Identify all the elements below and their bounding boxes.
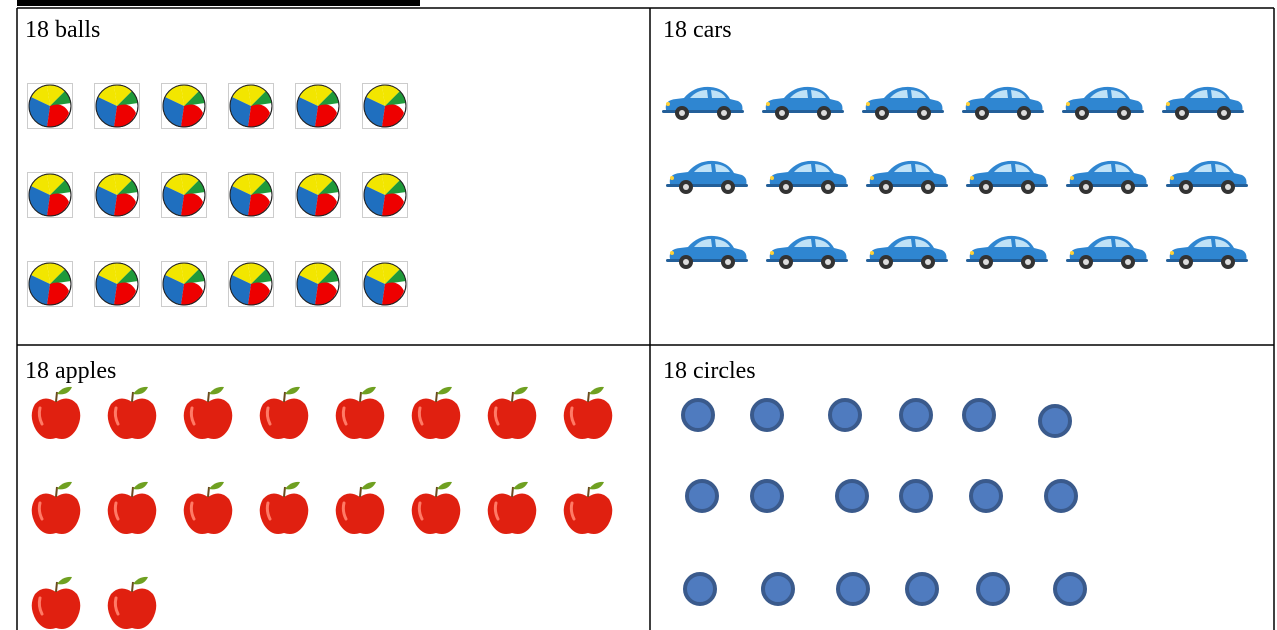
ball-icon [362, 261, 408, 307]
circle-icon [835, 479, 869, 513]
cell-label: 18 cars [663, 17, 732, 43]
car-icon [962, 86, 1044, 120]
ball-icon [161, 83, 207, 129]
ball-icon [228, 83, 274, 129]
car-icon [1162, 86, 1244, 120]
apple-icon [106, 481, 158, 536]
apple-icon [562, 386, 614, 441]
circle-icon [899, 398, 933, 432]
circles [681, 398, 1087, 606]
header-bar [17, 0, 420, 6]
ball-icon [228, 172, 274, 218]
circle-icon [685, 479, 719, 513]
apple-icon [182, 386, 234, 441]
ball-icon [295, 172, 341, 218]
car-icon [866, 160, 948, 194]
car-icon [966, 160, 1048, 194]
car-icon [966, 235, 1048, 269]
ball-icon [295, 261, 341, 307]
circle-icon [969, 479, 1003, 513]
ball-icon [295, 83, 341, 129]
circle-icon [899, 479, 933, 513]
ball-icon [362, 172, 408, 218]
circle-icon [962, 398, 996, 432]
circle-icon [1044, 479, 1078, 513]
apple-icon [30, 481, 82, 536]
ball-icon [94, 261, 140, 307]
cell-label: 18 balls [25, 17, 100, 43]
circle-icon [905, 572, 939, 606]
apple-icon [106, 576, 158, 630]
apple-icon [486, 481, 538, 536]
balls [27, 83, 408, 307]
circle-icon [828, 398, 862, 432]
ball-icon [27, 261, 73, 307]
ball-icon [362, 83, 408, 129]
apple-icon [486, 386, 538, 441]
car-icon [662, 86, 744, 120]
car-icon [1166, 160, 1248, 194]
car-icon [666, 235, 748, 269]
ball-icon [228, 261, 274, 307]
ball-icon [94, 172, 140, 218]
circle-icon [750, 479, 784, 513]
cars [662, 86, 1248, 269]
circle-icon [683, 572, 717, 606]
circle-icon [1038, 404, 1072, 438]
cell-label: 18 circles [663, 358, 756, 384]
circle-icon [750, 398, 784, 432]
car-icon [866, 235, 948, 269]
apple-icon [30, 386, 82, 441]
apple-icon [410, 481, 462, 536]
car-icon [862, 86, 944, 120]
apple-icon [258, 481, 310, 536]
ball-icon [161, 172, 207, 218]
car-icon [666, 160, 748, 194]
ball-icon [27, 172, 73, 218]
ball-icon [94, 83, 140, 129]
car-icon [1166, 235, 1248, 269]
apple-icon [182, 481, 234, 536]
ball-icon [161, 261, 207, 307]
car-icon [1062, 86, 1144, 120]
apple-icon [334, 386, 386, 441]
car-icon [766, 160, 848, 194]
cell-label: 18 apples [25, 358, 116, 384]
car-icon [1066, 160, 1148, 194]
apple-icon [334, 481, 386, 536]
car-icon [1066, 235, 1148, 269]
circle-icon [761, 572, 795, 606]
car-icon [766, 235, 848, 269]
apple-icon [562, 481, 614, 536]
circle-icon [1053, 572, 1087, 606]
circle-icon [681, 398, 715, 432]
circle-icon [836, 572, 870, 606]
apple-icon [410, 386, 462, 441]
apple-icon [258, 386, 310, 441]
apple-icon [30, 576, 82, 630]
apples [30, 386, 614, 630]
ball-icon [27, 83, 73, 129]
apple-icon [106, 386, 158, 441]
car-icon [762, 86, 844, 120]
circle-icon [976, 572, 1010, 606]
